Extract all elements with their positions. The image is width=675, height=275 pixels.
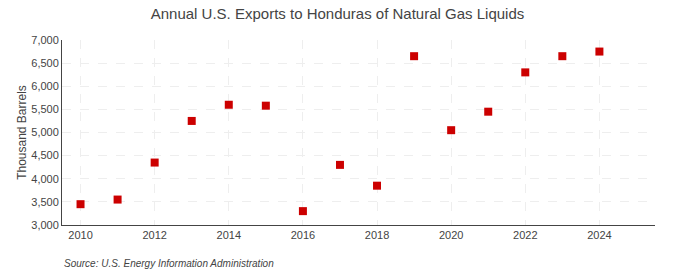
svg-text:Thousand Barrels: Thousand Barrels xyxy=(15,85,29,180)
svg-text:4,000: 4,000 xyxy=(31,173,59,185)
svg-text:2018: 2018 xyxy=(365,229,389,241)
svg-text:4,500: 4,500 xyxy=(31,149,59,161)
svg-text:7,000: 7,000 xyxy=(31,34,59,46)
svg-text:2024: 2024 xyxy=(587,229,611,241)
svg-text:2012: 2012 xyxy=(142,229,166,241)
svg-text:6,500: 6,500 xyxy=(31,57,59,69)
svg-text:2010: 2010 xyxy=(68,229,92,241)
svg-text:2016: 2016 xyxy=(291,229,315,241)
svg-text:2014: 2014 xyxy=(217,229,241,241)
svg-text:3,500: 3,500 xyxy=(31,196,59,208)
svg-text:Annual U.S. Exports to Hondura: Annual U.S. Exports to Honduras of Natur… xyxy=(151,5,525,22)
svg-text:5,000: 5,000 xyxy=(31,126,59,138)
svg-text:2022: 2022 xyxy=(513,229,537,241)
svg-text:3,000: 3,000 xyxy=(31,219,59,231)
svg-text:Source: U.S. Energy Informatio: Source: U.S. Energy Information Administ… xyxy=(64,258,274,269)
svg-text:2020: 2020 xyxy=(439,229,463,241)
svg-text:6,000: 6,000 xyxy=(31,80,59,92)
svg-text:5,500: 5,500 xyxy=(31,103,59,115)
